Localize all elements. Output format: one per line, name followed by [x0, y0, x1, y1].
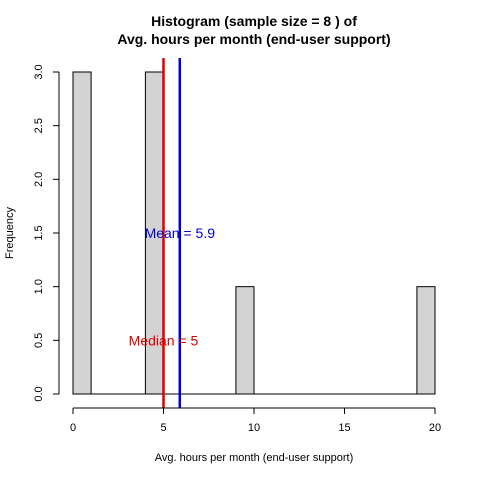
y-axis-title: Frequency: [4, 207, 16, 259]
x-axis: 0 5 10 15 20: [70, 407, 441, 434]
chart-title-line2: Avg. hours per month (end-user support): [117, 31, 390, 47]
y-axis: 0.0 0.5 1.0 1.5 2.0 2.5 3.0: [33, 64, 60, 402]
y-tick-label-1: 0.5: [33, 333, 45, 348]
y-tick-label-3: 1.5: [33, 225, 45, 240]
y-tick-label-0: 0.0: [33, 386, 45, 401]
annotations: Median = 5 Mean = 5.9: [129, 225, 216, 348]
histogram-bar-3: [416, 286, 436, 395]
histogram-bar-2: [235, 286, 255, 395]
y-tick-label-4: 2.0: [33, 172, 45, 187]
x-axis-title: Avg. hours per month (end-user support): [155, 452, 354, 464]
reference-lines: [162, 58, 182, 408]
histogram-bar-0: [72, 71, 92, 395]
x-tick-label-4: 20: [429, 422, 441, 434]
x-tick-label-1: 5: [160, 422, 166, 434]
mean-label: Mean = 5.9: [145, 225, 216, 241]
median-label: Median = 5: [129, 332, 199, 348]
x-tick-label-2: 10: [248, 422, 260, 434]
chart-title-line1: Histogram (sample size = 8 ) of: [151, 13, 357, 29]
histogram-bars: [72, 71, 436, 395]
y-tick-label-6: 3.0: [33, 64, 45, 79]
x-tick-label-3: 15: [338, 422, 350, 434]
x-tick-label-0: 0: [70, 422, 76, 434]
y-tick-label-2: 1.0: [33, 279, 45, 294]
y-tick-label-5: 2.5: [33, 118, 45, 133]
